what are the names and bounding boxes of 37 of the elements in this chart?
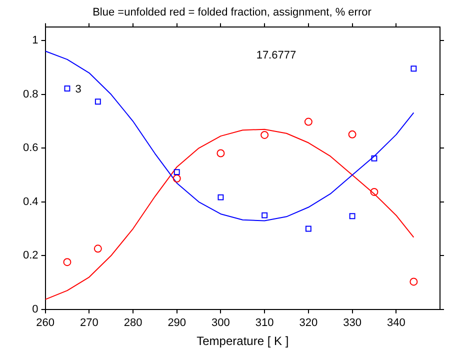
point <box>174 169 180 176</box>
x-tick-label: 290 <box>168 317 186 330</box>
point <box>371 155 378 162</box>
point <box>370 188 378 196</box>
point <box>94 98 101 105</box>
y-tick-label: 0.4 <box>22 196 38 208</box>
y-tick-label: 1 <box>32 34 38 47</box>
x-tick-label: 340 <box>386 317 406 330</box>
x-tick-label: 300 <box>212 317 230 330</box>
x-tick-label: 260 <box>36 317 54 330</box>
point <box>216 149 225 158</box>
point <box>218 194 224 200</box>
x-tick-label: 330 <box>343 317 362 330</box>
point <box>305 226 312 232</box>
x-tick-label: 320 <box>299 317 318 330</box>
y-tick-label: 0.6 <box>22 142 38 154</box>
point <box>410 66 417 72</box>
point <box>260 130 269 139</box>
point <box>94 244 102 253</box>
point <box>63 258 72 266</box>
y-tick-label: 0.8 <box>22 88 38 100</box>
x-tick-label: 270 <box>80 317 98 330</box>
annotation: 17.6777 <box>256 49 296 62</box>
y-tick-label: 0 <box>32 303 38 316</box>
annotation: 3 <box>75 84 82 96</box>
point <box>64 86 70 92</box>
point <box>410 278 418 286</box>
x-tick-label: 280 <box>124 317 142 330</box>
point <box>172 174 181 183</box>
x-tick-label: 310 <box>255 317 274 330</box>
point <box>348 130 356 138</box>
point <box>349 213 356 220</box>
x-axis-title: Temperature [ K ] <box>196 334 289 348</box>
point <box>304 118 312 126</box>
chart-title: Blue =unfolded red = folded fraction, assignment, % error <box>92 6 372 19</box>
y-tick-label: 0.2 <box>22 250 38 262</box>
point <box>262 212 268 218</box>
